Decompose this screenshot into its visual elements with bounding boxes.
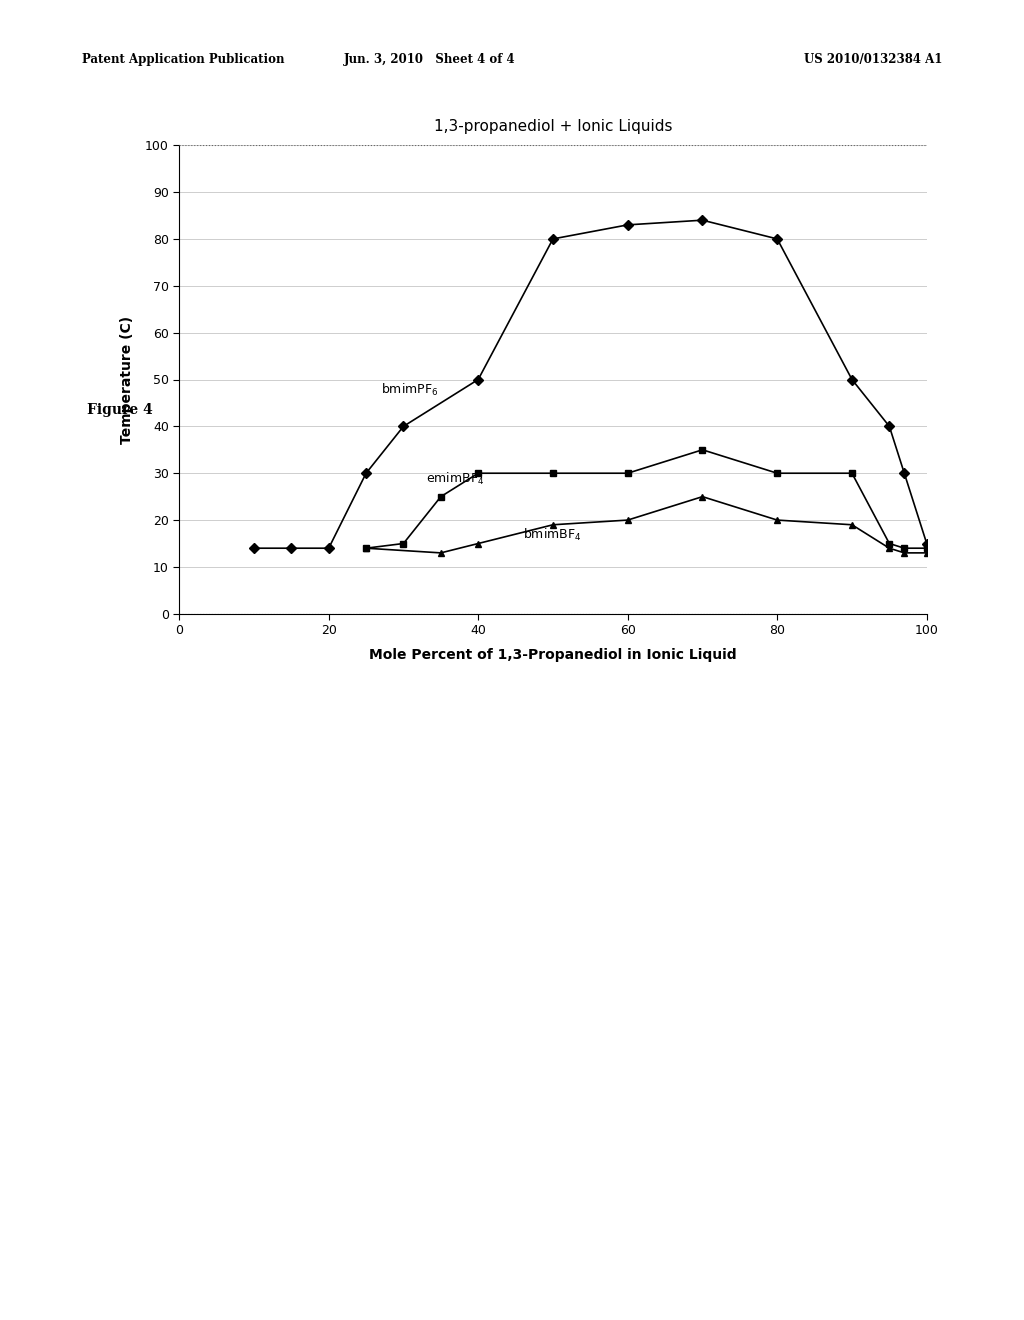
Text: bmimBF$_4$: bmimBF$_4$ — [523, 527, 582, 543]
Text: emimBF$_4$: emimBF$_4$ — [426, 471, 484, 487]
Text: bmimPF$_6$: bmimPF$_6$ — [381, 381, 438, 397]
Title: 1,3-propanediol + Ionic Liquids: 1,3-propanediol + Ionic Liquids — [434, 119, 672, 135]
Text: Patent Application Publication: Patent Application Publication — [82, 53, 285, 66]
Y-axis label: Temperature (C): Temperature (C) — [120, 315, 134, 444]
Text: US 2010/0132384 A1: US 2010/0132384 A1 — [804, 53, 942, 66]
Text: Jun. 3, 2010   Sheet 4 of 4: Jun. 3, 2010 Sheet 4 of 4 — [344, 53, 516, 66]
Text: Figure 4: Figure 4 — [87, 403, 153, 417]
X-axis label: Mole Percent of 1,3-Propanediol in Ionic Liquid: Mole Percent of 1,3-Propanediol in Ionic… — [369, 648, 737, 663]
